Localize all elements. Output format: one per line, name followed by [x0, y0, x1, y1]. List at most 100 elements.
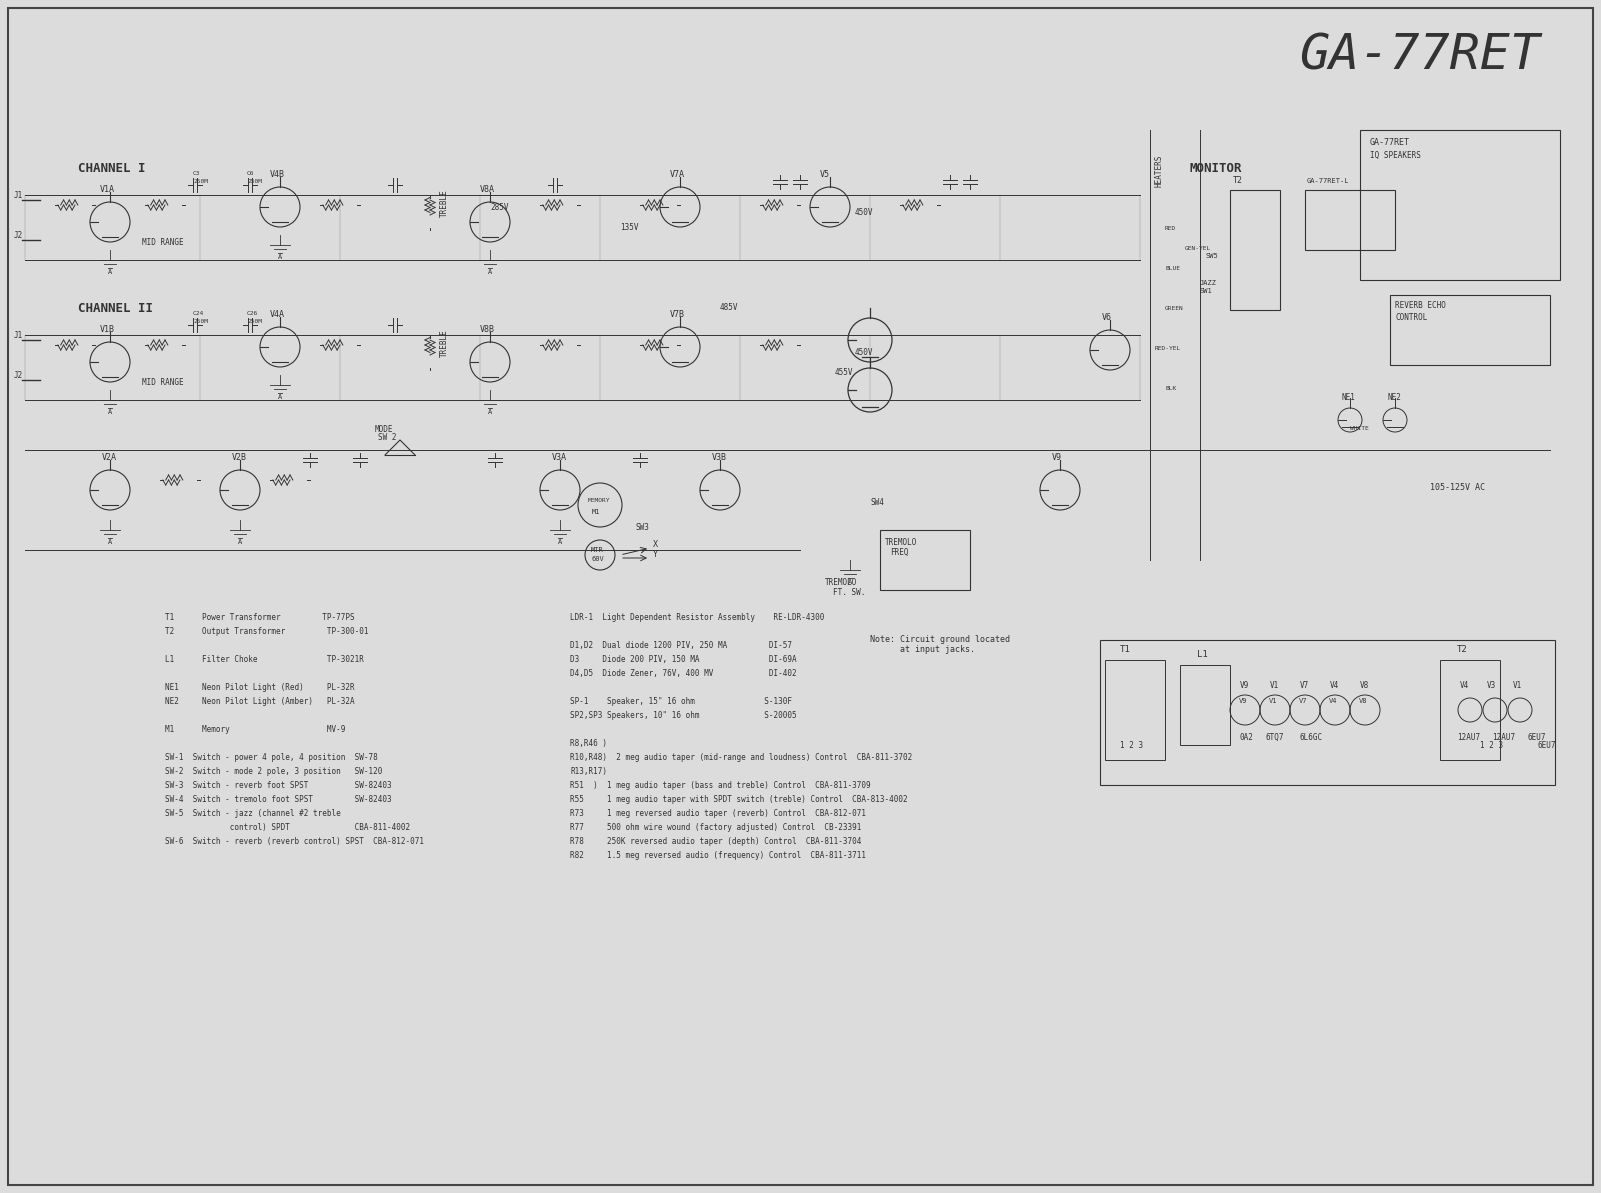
Text: C26: C26 [247, 311, 258, 316]
Text: SP2,SP3 Speakers, 10" 16 ohm              S-20005: SP2,SP3 Speakers, 10" 16 ohm S-20005 [570, 711, 797, 721]
Text: 6EU7: 6EU7 [1527, 733, 1545, 742]
Text: V9: V9 [1239, 698, 1247, 704]
Text: V2B: V2B [232, 453, 247, 462]
Text: V9: V9 [1241, 681, 1249, 690]
Text: NE2     Neon Pilot Light (Amber)   PL-32A: NE2 Neon Pilot Light (Amber) PL-32A [165, 697, 355, 706]
Text: 105-125V AC: 105-125V AC [1430, 483, 1486, 492]
Text: V1: V1 [1270, 698, 1278, 704]
Text: HEATERS: HEATERS [1154, 155, 1164, 187]
Text: D4,D5  Diode Zener, 76V, 400 MV            DI-402: D4,D5 Diode Zener, 76V, 400 MV DI-402 [570, 669, 797, 678]
Text: V1: V1 [1270, 681, 1279, 690]
Bar [1105, 660, 1166, 760]
Text: R77     500 ohm wire wound (factory adjusted) Control  CB-23391: R77 500 ohm wire wound (factory adjusted… [570, 823, 861, 832]
Text: SW-5  Switch - jazz (channel #2 treble: SW-5 Switch - jazz (channel #2 treble [165, 809, 341, 818]
Text: V7B: V7B [669, 310, 685, 319]
Text: SW-3  Switch - reverb foot SPST          SW-82403: SW-3 Switch - reverb foot SPST SW-82403 [165, 781, 392, 790]
Text: MTR: MTR [591, 548, 604, 554]
Text: J1: J1 [14, 330, 24, 340]
Bar [1359, 130, 1559, 280]
Text: V1B: V1B [99, 324, 115, 334]
Text: V4A: V4A [271, 310, 285, 319]
Text: IQ SPEAKERS: IQ SPEAKERS [1370, 152, 1420, 160]
Text: V7A: V7A [669, 169, 685, 179]
Text: M1: M1 [592, 509, 600, 515]
Text: LDR-1  Light Dependent Resistor Assembly    RE-LDR-4300: LDR-1 Light Dependent Resistor Assembly … [570, 613, 825, 622]
Text: V8: V8 [1359, 698, 1367, 704]
Text: R73     1 meg reversed audio taper (reverb) Control  CBA-812-071: R73 1 meg reversed audio taper (reverb) … [570, 809, 866, 818]
Text: 285V: 285V [490, 203, 509, 212]
Text: C6: C6 [247, 171, 255, 177]
Text: 250M: 250M [194, 179, 208, 184]
Text: RED-YEL: RED-YEL [1154, 346, 1182, 351]
Text: A: A [279, 394, 282, 400]
Text: SW1: SW1 [1201, 288, 1212, 293]
Text: J1: J1 [14, 191, 24, 200]
Text: 60V: 60V [591, 556, 604, 562]
Text: SW4: SW4 [869, 497, 884, 507]
Text: SW-6  Switch - reverb (reverb control) SPST  CBA-812-071: SW-6 Switch - reverb (reverb control) SP… [165, 837, 424, 846]
Bar [1100, 639, 1555, 785]
Text: V3B: V3B [712, 453, 727, 462]
Text: GA-77RET: GA-77RET [1370, 138, 1410, 147]
Text: GREEN: GREEN [1166, 305, 1183, 311]
Text: 1 2 3: 1 2 3 [1121, 741, 1143, 750]
Text: V4B: V4B [271, 169, 285, 179]
Text: V3A: V3A [552, 453, 567, 462]
Bar [881, 530, 970, 591]
Text: FREQ: FREQ [890, 548, 908, 557]
Text: 6L6GC: 6L6GC [1300, 733, 1322, 742]
Text: RED: RED [1166, 225, 1177, 231]
Text: J2: J2 [14, 231, 24, 240]
Text: GA-77RET: GA-77RET [1300, 31, 1540, 79]
Text: Y: Y [653, 550, 658, 560]
Text: R8,R46 ): R8,R46 ) [570, 738, 607, 748]
Bar [1180, 665, 1230, 744]
Text: SW3: SW3 [636, 523, 648, 532]
Bar [1305, 190, 1394, 251]
Text: X: X [653, 540, 658, 549]
Text: 1 2 3: 1 2 3 [1479, 741, 1503, 750]
Text: MODE: MODE [375, 425, 394, 434]
Text: T2      Output Transformer         TP-300-01: T2 Output Transformer TP-300-01 [165, 628, 368, 636]
Text: MEMORY: MEMORY [588, 497, 610, 503]
Text: NE1: NE1 [1342, 392, 1356, 402]
Text: V7: V7 [1300, 681, 1310, 690]
Text: SW-4  Switch - tremolo foot SPST         SW-82403: SW-4 Switch - tremolo foot SPST SW-82403 [165, 795, 392, 804]
Text: SP-1    Speaker, 15" 16 ohm               S-130F: SP-1 Speaker, 15" 16 ohm S-130F [570, 697, 792, 706]
Text: 450V: 450V [855, 348, 874, 357]
Text: CHANNEL II: CHANNEL II [78, 302, 154, 315]
Text: SW 2: SW 2 [378, 433, 397, 441]
Text: NE1     Neon Pilot Light (Red)     PL-32R: NE1 Neon Pilot Light (Red) PL-32R [165, 684, 355, 692]
Text: TREMOLO: TREMOLO [825, 577, 858, 587]
Text: A: A [107, 268, 112, 276]
Text: R55     1 meg audio taper with SPDT switch (treble) Control  CBA-813-4002: R55 1 meg audio taper with SPDT switch (… [570, 795, 908, 804]
Text: T1      Power Transformer         TP-77PS: T1 Power Transformer TP-77PS [165, 613, 355, 622]
Text: 0A2: 0A2 [1241, 733, 1254, 742]
Text: 6EU7: 6EU7 [1539, 741, 1556, 750]
Text: FT. SW.: FT. SW. [833, 588, 866, 596]
Text: 12AU7: 12AU7 [1457, 733, 1481, 742]
Text: A: A [488, 409, 492, 415]
Text: L1: L1 [1198, 650, 1207, 659]
Text: 135V: 135V [620, 223, 639, 231]
Text: NE2: NE2 [1386, 392, 1401, 402]
Text: A: A [849, 579, 852, 585]
Text: CONTROL: CONTROL [1394, 313, 1428, 322]
Text: MID RANGE: MID RANGE [142, 237, 184, 247]
Text: V7: V7 [1298, 698, 1308, 704]
Text: V2A: V2A [102, 453, 117, 462]
Text: V4: V4 [1330, 681, 1340, 690]
Text: V1A: V1A [99, 185, 115, 194]
Bar [1230, 190, 1281, 310]
Text: D3     Diode 200 PIV, 150 MA               DI-69A: D3 Diode 200 PIV, 150 MA DI-69A [570, 655, 797, 665]
Text: R13,R17): R13,R17) [570, 767, 607, 775]
Text: M1      Memory                     MV-9: M1 Memory MV-9 [165, 725, 346, 734]
Text: T2: T2 [1457, 645, 1468, 654]
Text: J2: J2 [14, 371, 24, 381]
Text: 6TQ7: 6TQ7 [1265, 733, 1284, 742]
Text: GA-77RET-L: GA-77RET-L [1306, 178, 1350, 184]
Text: V5: V5 [820, 169, 829, 179]
Text: D1,D2  Dual diode 1200 PIV, 250 MA         DI-57: D1,D2 Dual diode 1200 PIV, 250 MA DI-57 [570, 641, 792, 650]
Text: 450V: 450V [855, 208, 874, 217]
Text: A: A [107, 409, 112, 415]
